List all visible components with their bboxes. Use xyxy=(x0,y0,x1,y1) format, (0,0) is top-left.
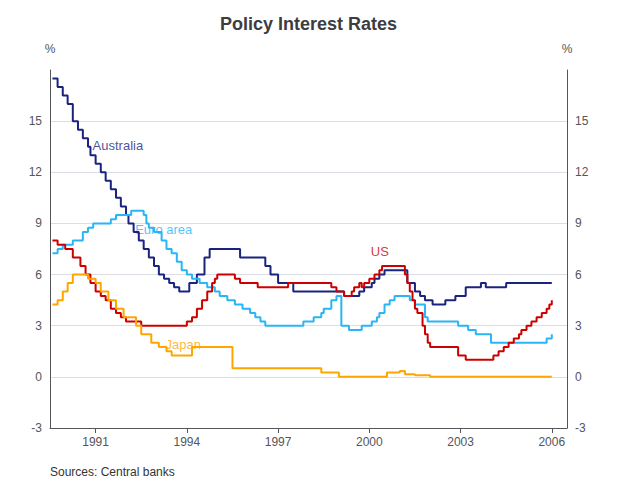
svg-text:3: 3 xyxy=(35,319,42,333)
svg-text:US: US xyxy=(371,244,389,259)
svg-text:1994: 1994 xyxy=(174,435,201,449)
svg-text:2006: 2006 xyxy=(538,435,565,449)
svg-text:Sources: Central banks: Sources: Central banks xyxy=(50,465,175,479)
svg-text:Australia: Australia xyxy=(93,138,144,153)
svg-text:15: 15 xyxy=(575,114,589,128)
svg-text:0: 0 xyxy=(35,370,42,384)
svg-text:Euro area: Euro area xyxy=(135,222,193,237)
svg-text:2000: 2000 xyxy=(356,435,383,449)
svg-text:9: 9 xyxy=(35,216,42,230)
svg-text:2003: 2003 xyxy=(447,435,474,449)
svg-text:15: 15 xyxy=(29,114,43,128)
svg-text:6: 6 xyxy=(575,268,582,282)
svg-text:6: 6 xyxy=(35,268,42,282)
svg-text:Policy Interest Rates: Policy Interest Rates xyxy=(220,14,397,34)
svg-text:1991: 1991 xyxy=(82,435,109,449)
svg-text:-3: -3 xyxy=(575,421,586,435)
svg-text:12: 12 xyxy=(29,165,43,179)
svg-text:%: % xyxy=(562,42,573,56)
svg-text:1997: 1997 xyxy=(265,435,292,449)
svg-text:-3: -3 xyxy=(31,421,42,435)
svg-text:0: 0 xyxy=(575,370,582,384)
svg-text:3: 3 xyxy=(575,319,582,333)
svg-text:Japan: Japan xyxy=(166,337,201,352)
svg-text:12: 12 xyxy=(575,165,589,179)
svg-text:9: 9 xyxy=(575,216,582,230)
svg-text:%: % xyxy=(45,42,56,56)
